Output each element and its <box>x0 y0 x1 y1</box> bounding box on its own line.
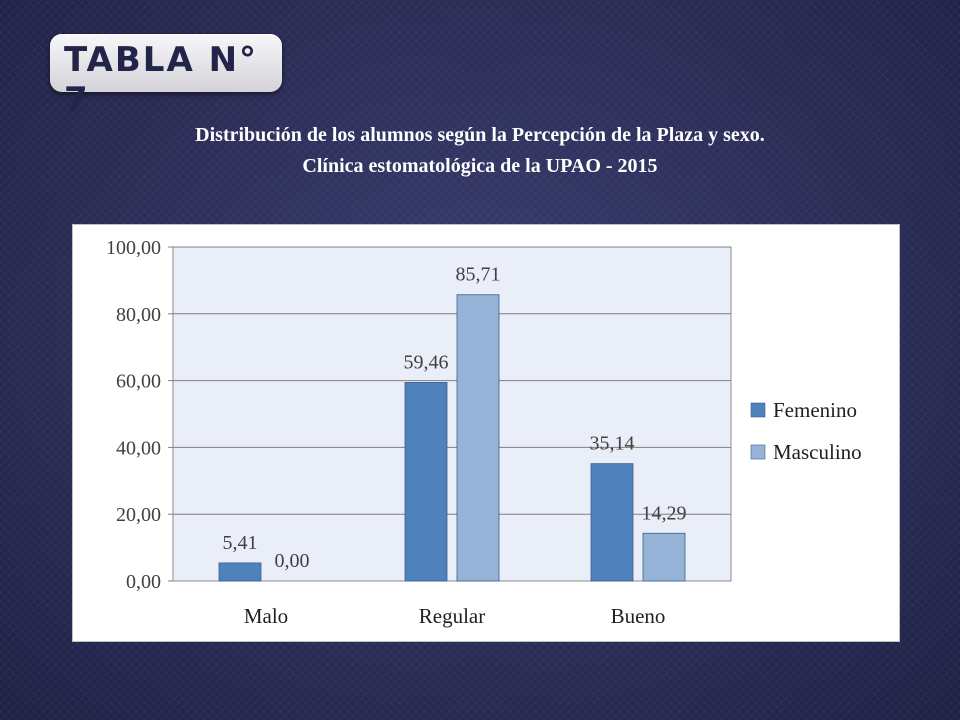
legend-label-masculino: Masculino <box>773 440 862 464</box>
x-tick-label: Regular <box>419 604 485 628</box>
data-label: 59,46 <box>404 351 449 373</box>
legend-swatch-masculino <box>750 444 766 460</box>
x-tick-label: Bueno <box>611 604 666 628</box>
chart-container: 0,00 20,00 40,00 60,00 80,00 100,00 5,41 0,00 Ma… <box>72 224 900 642</box>
x-tick-label: Malo <box>244 604 288 628</box>
bar-masculino-regular <box>456 294 500 582</box>
badge-label: Tabla N° 7 <box>64 40 259 120</box>
legend-swatch-femenino <box>750 402 766 418</box>
y-tick-label: 20,00 <box>116 504 161 526</box>
data-label: 0,00 <box>275 550 310 572</box>
bar-masculino-bueno <box>642 532 686 582</box>
y-tick-label: 60,00 <box>116 371 161 393</box>
table-number-badge: Tabla N° 7 <box>50 34 282 120</box>
y-tick-label: 40,00 <box>116 437 161 459</box>
y-tick-label: 100,00 <box>106 237 161 259</box>
legend-label-femenino: Femenino <box>773 398 857 422</box>
data-label: 5,41 <box>223 532 258 554</box>
data-label: 14,29 <box>642 502 687 524</box>
plot-area <box>172 246 732 582</box>
bar-femenino-regular <box>404 382 448 582</box>
chart-title-line-1: Distribución de los alumnos según la Per… <box>195 124 765 146</box>
bar-chart: 0,00 20,00 40,00 60,00 80,00 100,00 5,41 0,00 Ma… <box>106 237 862 628</box>
y-tick-label: 80,00 <box>116 304 161 326</box>
data-label: 85,71 <box>456 264 501 286</box>
y-tick-label: 0,00 <box>126 571 161 593</box>
chart-title-line-2: Clínica estomatológica de la UPAO - 2015 <box>302 155 658 177</box>
bar-femenino-bueno <box>590 463 634 582</box>
data-label: 35,14 <box>590 433 635 455</box>
bar-femenino-malo <box>218 562 262 582</box>
